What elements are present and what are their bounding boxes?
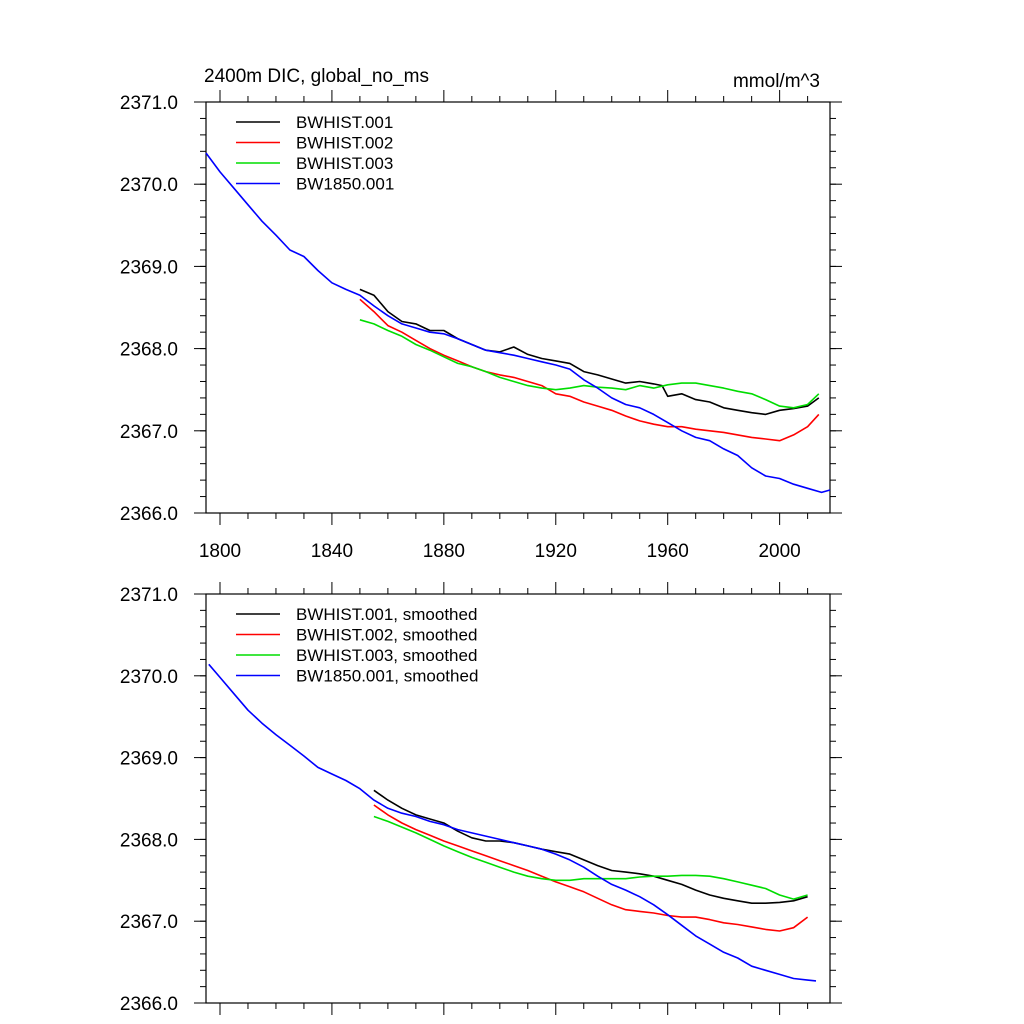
legend-label: BWHIST.003, smoothed — [296, 646, 477, 665]
plot-frame — [205, 101, 831, 514]
x-tick-label: 1960 — [647, 541, 689, 562]
legend-label: BWHIST.002 — [296, 134, 393, 153]
legend-label: BWHIST.001 — [296, 113, 393, 132]
y-tick-label: 2371.0 — [120, 93, 178, 114]
legend-label: BWHIST.001, smoothed — [296, 605, 477, 624]
series-line-bw1850-001-smoothed — [208, 663, 817, 982]
series-line-bw1850-001 — [205, 152, 831, 494]
y-tick-label: 2369.0 — [120, 749, 178, 770]
x-tick-label: 1800 — [199, 541, 241, 562]
legend-label: BWHIST.002, smoothed — [296, 626, 477, 645]
units-label: mmol/m^3 — [733, 71, 820, 92]
y-tick-label: 2366.0 — [120, 504, 178, 525]
x-tick-label: 2000 — [758, 541, 800, 562]
y-tick-label: 2370.0 — [120, 175, 178, 196]
y-tick-label: 2368.0 — [120, 830, 178, 851]
y-tick-label: 2368.0 — [120, 340, 178, 361]
smoothed-panel: 2366.0 2367.0 2368.0 2369.0 2370.0 2371.0 BWHI… — [120, 582, 842, 1015]
x-tick-label: 1840 — [311, 541, 353, 562]
x-tick-label: 1880 — [423, 541, 465, 562]
legend-label: BW1850.001 — [296, 175, 394, 194]
plot-frame — [205, 593, 831, 1004]
legend-label: BWHIST.003 — [296, 154, 393, 173]
y-tick-label: 2367.0 — [120, 422, 178, 443]
series-line-bwhist-001 — [359, 288, 820, 416]
series-line-bwhist-002 — [359, 298, 820, 442]
y-tick-label: 2371.0 — [120, 585, 178, 606]
series-line-bwhist-003 — [359, 319, 820, 409]
y-tick-label: 2366.0 — [120, 994, 178, 1015]
series-line-bwhist-002-smoothed — [373, 804, 809, 932]
x-tick-label: 1920 — [535, 541, 577, 562]
chart-title: 2400m DIC, global_no_ms — [204, 66, 429, 87]
y-tick-label: 2370.0 — [120, 667, 178, 688]
y-tick-label: 2369.0 — [120, 257, 178, 278]
raw-panel: 2366.0 2367.0 2368.0 2369.0 2370.0 2371.0 1800… — [120, 90, 842, 562]
series-line-bwhist-003-smoothed — [373, 815, 808, 900]
legend-label: BW1850.001, smoothed — [296, 667, 478, 686]
series-line-bwhist-001-smoothed — [373, 789, 808, 905]
y-tick-label: 2367.0 — [120, 912, 178, 933]
